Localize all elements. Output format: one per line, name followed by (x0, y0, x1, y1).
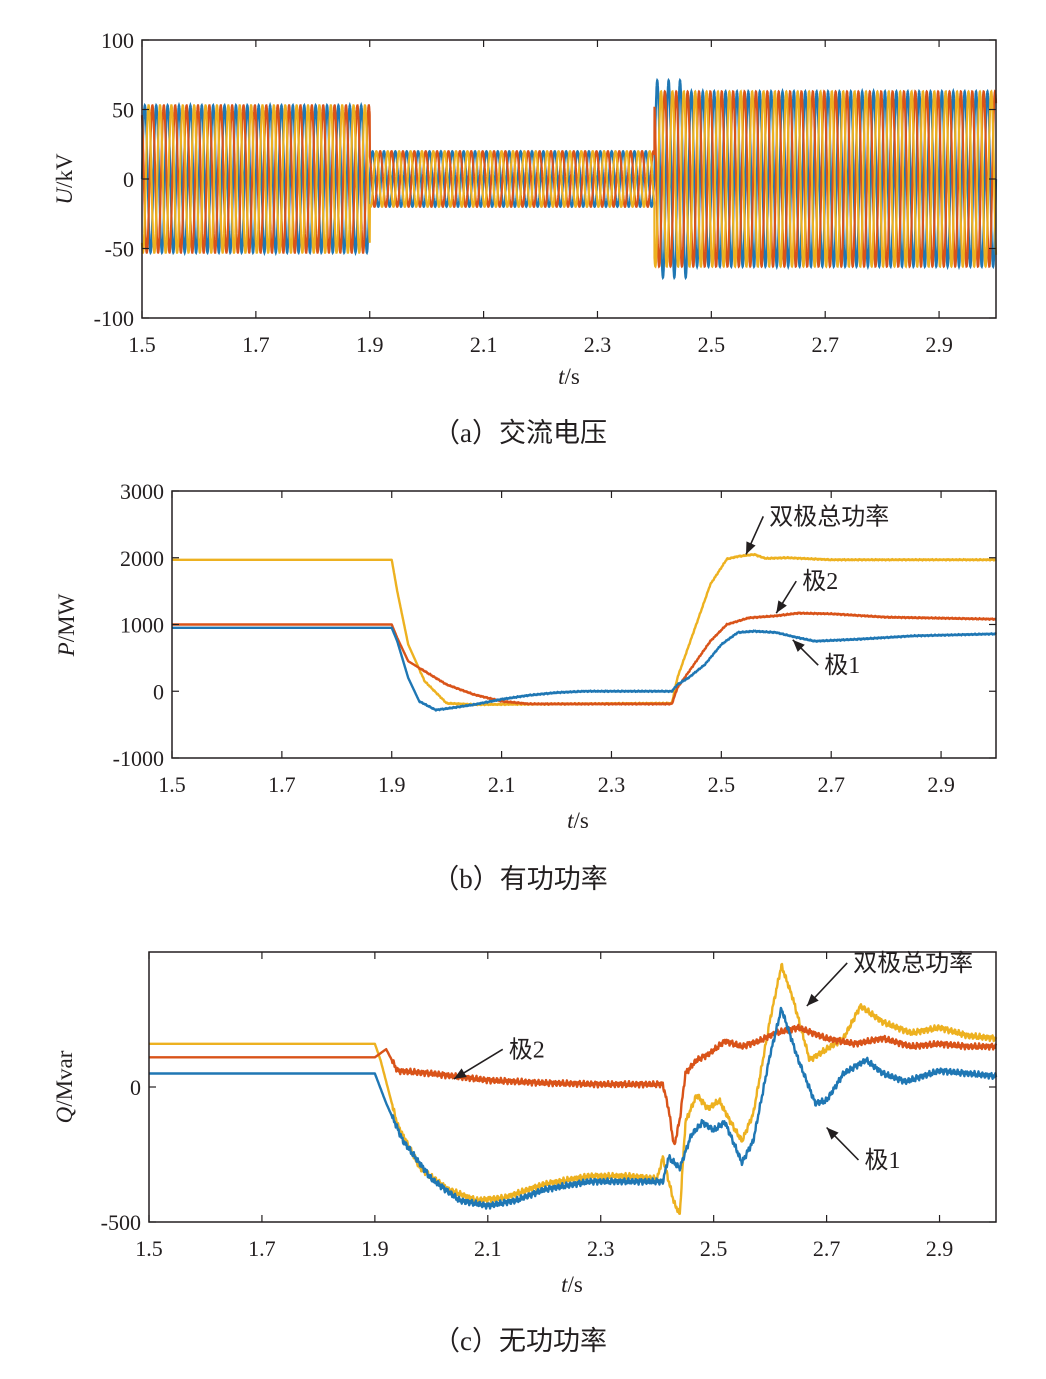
xtick-label-c: 2.5 (700, 1236, 728, 1261)
xtick-label-b: 1.9 (378, 772, 406, 797)
phase-wave-3 (140, 89, 998, 269)
ytick-label-a: 50 (112, 98, 134, 123)
series-line-b-3 (171, 626, 997, 712)
annotation-label-c-1: 双极总功率 (853, 950, 973, 977)
annotation-label-b-1: 双极总功率 (769, 503, 889, 530)
xtick-label-b: 2.3 (598, 772, 626, 797)
annotation-label-c-2: 极2 (509, 1036, 545, 1063)
annotation-arrowhead-b-3 (792, 639, 805, 652)
xtick-label-b: 1.5 (158, 772, 186, 797)
annotation-arrowhead-b-1 (746, 541, 756, 555)
annotation-arrowhead-c-2 (453, 1068, 467, 1079)
series-line-b-2 (171, 611, 997, 706)
caption-c: （c）无功功率 (433, 1326, 607, 1356)
xlabel-b: t/s (567, 808, 589, 833)
ytick-label-a: -50 (105, 237, 134, 262)
xtick-label-a: 2.3 (584, 332, 612, 357)
ylabel-b: P/MW (54, 593, 79, 657)
ytick-label-a: -100 (94, 306, 134, 331)
ytick-label-a: 100 (101, 28, 134, 53)
xtick-label-b: 2.9 (927, 772, 955, 797)
xtick-label-a: 1.7 (242, 332, 270, 357)
xtick-label-a: 1.5 (128, 332, 156, 357)
xtick-label-a: 2.9 (925, 332, 953, 357)
ytick-label-c: -500 (101, 1210, 141, 1235)
xtick-label-c: 2.1 (474, 1236, 502, 1261)
xtick-label-b: 2.7 (817, 772, 845, 797)
annotation-arrowhead-b-2 (776, 600, 787, 614)
xtick-label-a: 2.7 (811, 332, 839, 357)
ticks-a: 1.5 1.7 1.9 2.1 2.3 2.5 2.7 2.9 100 50 0 -50 -100 (94, 28, 996, 357)
xtick-label-a: 2.1 (470, 332, 498, 357)
panel-a: 1.5 1.7 1.9 2.1 2.3 2.5 2.7 2.9 100 50 0 -50 -100 U/… (52, 28, 998, 448)
series-line-c-2 (148, 1023, 998, 1146)
ytick-label-a: 0 (123, 167, 134, 192)
annotation-arrowhead-c-3 (826, 1127, 839, 1140)
ytick-label-b: 0 (153, 679, 164, 704)
annotation-arrowhead-c-1 (806, 993, 819, 1006)
ticks-c: 1.5 1.7 1.9 2.1 2.3 2.5 2.7 2.9 0 -500 (101, 952, 996, 1261)
annotation-label-b-2: 极2 (802, 568, 838, 595)
plot-area-a (140, 77, 998, 281)
series-line-c-1 (148, 962, 998, 1215)
xtick-label-b: 1.7 (268, 772, 296, 797)
caption-a: （a）交流电压 (433, 418, 607, 448)
caption-b: （b）有功功率 (432, 864, 608, 894)
phase-wave-2 (140, 89, 998, 269)
ylabel-a: U/kV (52, 153, 77, 205)
xtick-label-a: 1.9 (356, 332, 384, 357)
ytick-label-b: -1000 (113, 746, 164, 771)
annotation-label-c-3: 极1 (864, 1147, 900, 1174)
xtick-label-b: 2.5 (708, 772, 736, 797)
xtick-label-a: 2.5 (698, 332, 726, 357)
phase-wave-1 (140, 77, 998, 281)
ytick-label-c: 0 (130, 1075, 141, 1100)
xlabel-c: t/s (561, 1272, 583, 1297)
series-line-c-3 (148, 1006, 998, 1210)
ticks-b: 1.5 1.7 1.9 2.1 2.3 2.5 2.7 2.9 3000 2000 1000 0 -10… (113, 479, 996, 797)
annotation-label-b-3: 极1 (824, 652, 860, 679)
xtick-label-c: 1.9 (361, 1236, 389, 1261)
xtick-label-c: 2.3 (587, 1236, 615, 1261)
ytick-label-b: 2000 (120, 546, 164, 571)
xtick-label-c: 2.7 (813, 1236, 841, 1261)
ylabel-c: Q/Mvar (52, 1050, 77, 1123)
xtick-label-c: 2.9 (926, 1236, 954, 1261)
xtick-label-c: 1.7 (248, 1236, 276, 1261)
ytick-label-b: 1000 (120, 613, 164, 638)
series-line-b-1 (171, 552, 997, 707)
xlabel-a: t/s (558, 364, 580, 389)
ytick-label-b: 3000 (120, 479, 164, 504)
xtick-label-b: 2.1 (488, 772, 516, 797)
xtick-label-c: 1.5 (135, 1236, 163, 1261)
